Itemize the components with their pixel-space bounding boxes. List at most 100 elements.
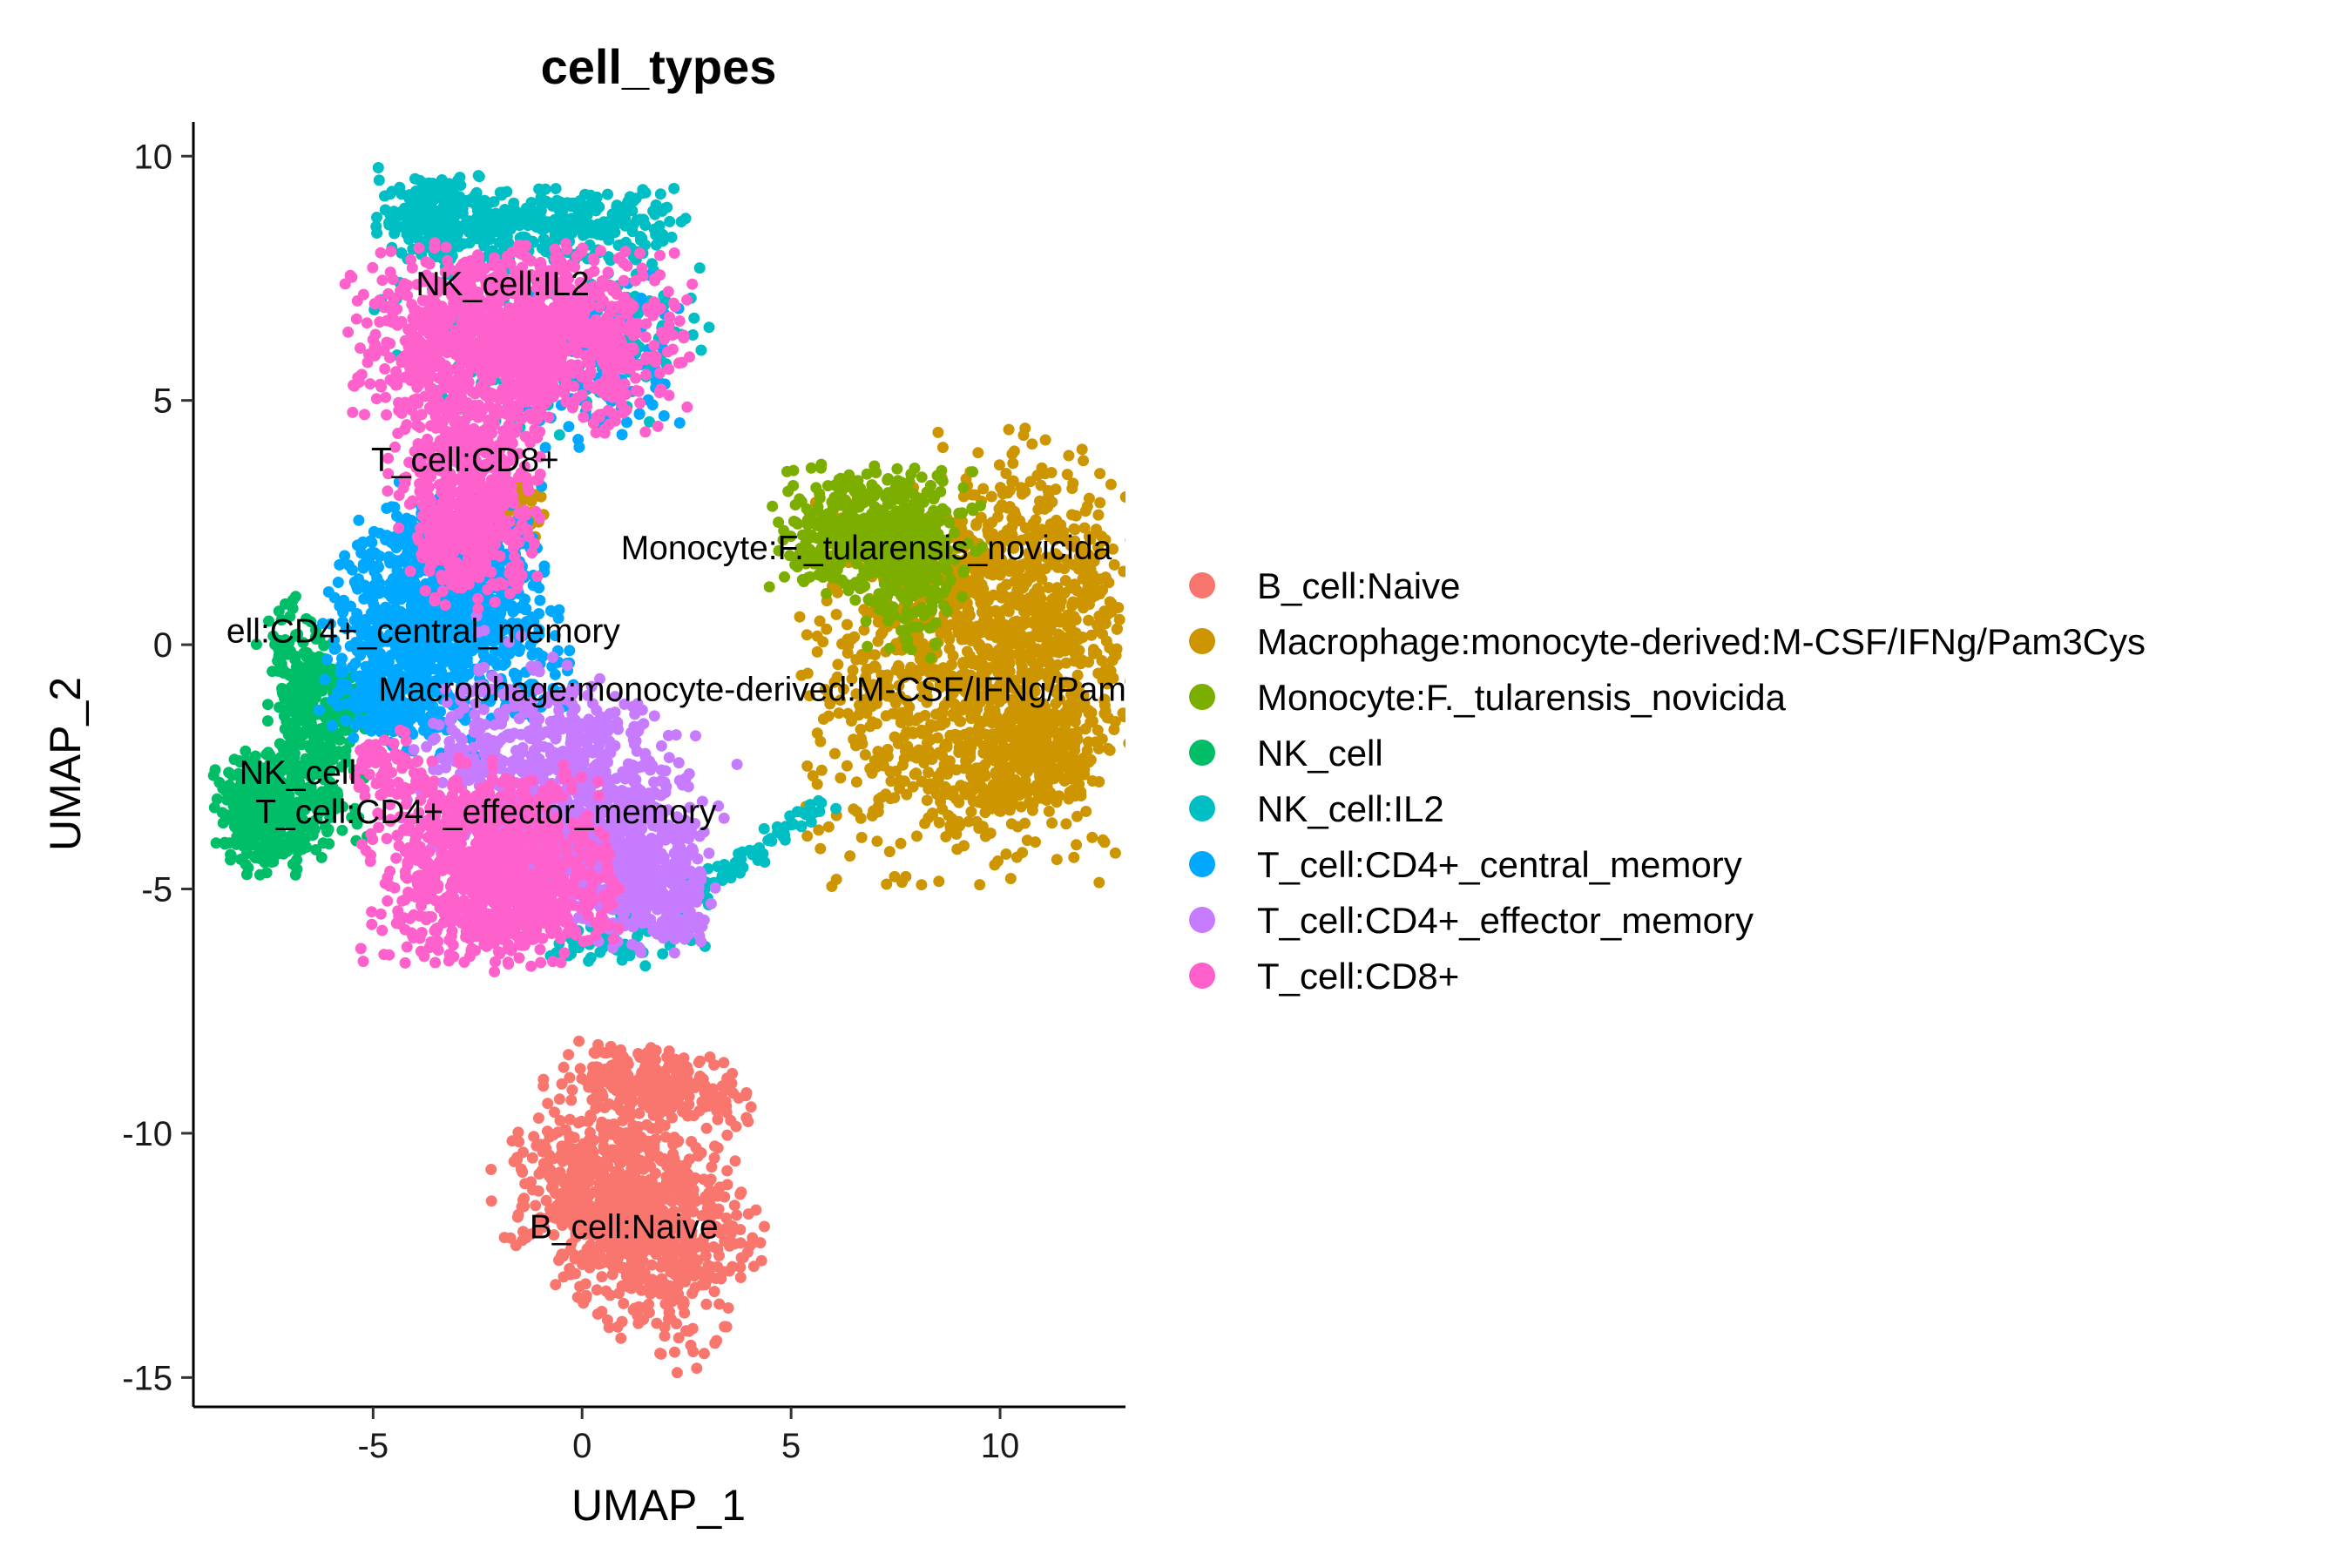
point <box>651 1233 663 1245</box>
point <box>632 1301 645 1313</box>
series-0-points <box>485 1035 770 1379</box>
point <box>953 815 965 828</box>
point <box>216 807 228 819</box>
point <box>298 726 310 738</box>
point <box>645 1042 657 1054</box>
point <box>686 1288 699 1300</box>
point <box>499 204 510 215</box>
point <box>716 1080 728 1092</box>
point <box>814 615 826 627</box>
point <box>632 1258 644 1270</box>
point <box>844 850 856 862</box>
point <box>1061 469 1073 481</box>
point <box>550 183 562 194</box>
point <box>734 1261 747 1274</box>
point <box>1054 750 1066 762</box>
point <box>700 1298 713 1310</box>
point <box>728 1200 740 1212</box>
point <box>511 1153 524 1166</box>
point <box>628 1086 640 1098</box>
point <box>916 602 928 614</box>
point <box>1106 654 1119 666</box>
point <box>565 1238 578 1250</box>
point <box>1092 509 1105 521</box>
point <box>647 205 659 217</box>
point <box>1123 738 1125 748</box>
point <box>556 1213 568 1226</box>
point <box>998 618 1010 631</box>
point <box>279 723 291 735</box>
point <box>572 1117 585 1129</box>
point <box>1004 648 1016 660</box>
point <box>1125 738 1137 749</box>
point <box>957 657 969 668</box>
point <box>1093 876 1105 889</box>
point <box>569 197 581 209</box>
point <box>1060 818 1072 830</box>
point <box>655 1085 667 1097</box>
point <box>740 1087 753 1098</box>
point <box>1045 467 1058 478</box>
point <box>965 806 977 818</box>
point <box>525 197 537 208</box>
point <box>636 233 648 245</box>
point <box>726 1078 738 1090</box>
point <box>636 1208 648 1220</box>
point <box>973 762 985 774</box>
point <box>687 1346 700 1358</box>
point <box>207 769 220 781</box>
point <box>544 216 557 228</box>
point <box>747 1237 759 1249</box>
point <box>435 180 447 193</box>
point <box>801 760 814 772</box>
point <box>579 1278 591 1290</box>
point <box>721 1129 733 1141</box>
point <box>1125 675 1136 686</box>
point <box>672 1332 685 1344</box>
point <box>1073 645 1085 657</box>
point <box>873 756 885 768</box>
point <box>943 517 956 529</box>
point <box>933 875 945 888</box>
point <box>526 1152 538 1164</box>
point <box>484 215 497 227</box>
point <box>517 1234 529 1247</box>
point <box>836 483 848 495</box>
point <box>916 775 928 787</box>
point <box>646 1287 659 1298</box>
point <box>563 1049 575 1061</box>
point <box>763 581 775 593</box>
point <box>678 1227 690 1240</box>
point <box>496 227 508 240</box>
point <box>547 1129 559 1141</box>
point <box>608 1129 620 1141</box>
point <box>997 789 1009 801</box>
point <box>267 666 279 678</box>
point <box>600 1285 612 1297</box>
point <box>372 162 384 173</box>
point <box>817 636 829 648</box>
point <box>822 821 835 833</box>
point <box>598 1047 611 1059</box>
point <box>537 1080 550 1092</box>
point <box>974 716 985 728</box>
point <box>830 874 842 885</box>
point <box>546 199 558 212</box>
point <box>618 1297 630 1309</box>
point <box>1129 779 1140 790</box>
point <box>636 1175 648 1187</box>
point <box>805 462 817 474</box>
point <box>1029 715 1040 727</box>
point <box>289 868 301 881</box>
point <box>615 1044 626 1056</box>
point <box>713 1298 726 1310</box>
point <box>574 1063 586 1075</box>
point <box>905 468 917 480</box>
point <box>891 463 903 475</box>
point <box>962 629 974 641</box>
point <box>801 503 813 515</box>
point <box>1016 748 1028 760</box>
point <box>693 262 706 274</box>
point <box>1007 741 1019 754</box>
